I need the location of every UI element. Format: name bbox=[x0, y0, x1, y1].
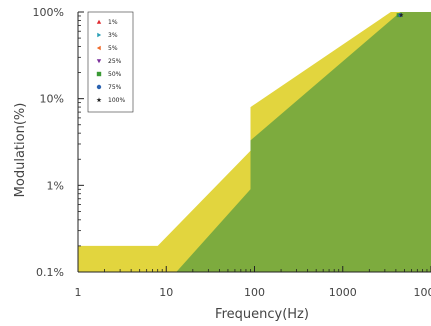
legend-label: 100% bbox=[108, 97, 125, 104]
y-tick-label: 0.1% bbox=[36, 266, 64, 279]
legend-marker bbox=[96, 45, 101, 51]
x-tick-label: 100 bbox=[244, 286, 265, 299]
legend-label: 1% bbox=[108, 19, 118, 26]
ticks-layer: 1 10 100 1000 10000 0.1% 1% 10% 100% bbox=[33, 6, 431, 299]
x-tick-label: 10 bbox=[159, 286, 173, 299]
legend-label: 50% bbox=[108, 71, 122, 78]
x-axis-label: Frequency(Hz) bbox=[215, 307, 309, 322]
legend-label: 5% bbox=[108, 45, 118, 52]
legend: 1% 3% 5% 25% 50% 75% 100% bbox=[87, 11, 134, 113]
y-tick-label: 1% bbox=[47, 179, 64, 192]
legend-marker bbox=[96, 19, 102, 24]
legend-marker bbox=[96, 59, 102, 64]
legend-label: 25% bbox=[108, 58, 122, 65]
x-tick-label: 10000 bbox=[414, 286, 431, 299]
legend-marker bbox=[97, 32, 102, 38]
y-tick-label: 10% bbox=[40, 93, 64, 106]
legend-box bbox=[87, 11, 134, 113]
legend-marker bbox=[96, 84, 102, 90]
region-lower-region bbox=[176, 12, 431, 272]
legend-label: 3% bbox=[108, 32, 118, 39]
x-tick-label: 1 bbox=[75, 286, 82, 299]
legend-marker bbox=[96, 97, 102, 103]
legend-label: 75% bbox=[108, 84, 122, 91]
data-point bbox=[399, 12, 404, 18]
x-tick-label: 1000 bbox=[329, 286, 357, 299]
legend-marker bbox=[96, 71, 102, 77]
points-layer bbox=[396, 12, 404, 18]
y-tick-label: 100% bbox=[33, 6, 64, 19]
y-axis-label: Modulation(%) bbox=[13, 103, 28, 198]
regions-layer bbox=[78, 12, 431, 272]
